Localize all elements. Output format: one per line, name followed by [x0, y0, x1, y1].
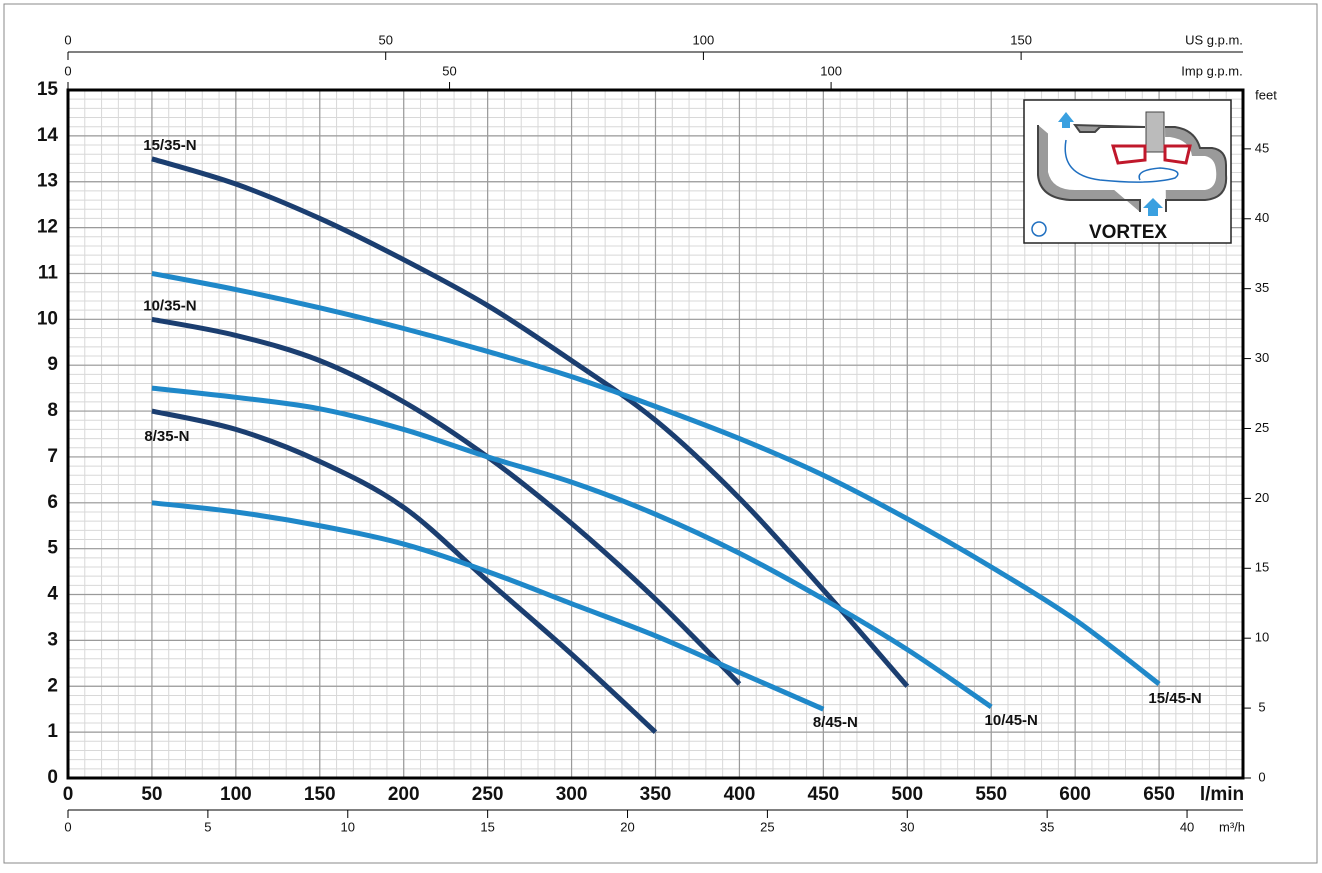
y-tick-label: 10 — [37, 308, 58, 329]
x-tick-label: 600 — [1059, 784, 1091, 805]
y-tick-label: 11 — [38, 262, 59, 283]
y-tick-label: 5 — [47, 538, 58, 559]
y-tick-label: 7 — [47, 446, 58, 467]
logo — [1031, 221, 1047, 237]
curve-label: 8/35-N — [144, 428, 189, 445]
x-tick-label: 50 — [141, 784, 162, 805]
x-tick-label: 650 — [1143, 784, 1175, 805]
flow-line — [1064, 139, 1179, 183]
y-tick-label: 3 — [47, 629, 58, 650]
y2-tick-label: 30 — [1255, 350, 1269, 365]
y2-tick-label: 25 — [1255, 420, 1269, 435]
y-tick-label: 12 — [37, 217, 58, 238]
curve — [151, 316, 742, 686]
y-tick-label: 15 — [37, 79, 59, 100]
x-tick-label: 150 — [304, 784, 336, 805]
secondary-tick-label: 35 — [1040, 819, 1054, 834]
y-tick-label: 2 — [47, 675, 58, 696]
y-tick-label: 1 — [47, 721, 58, 742]
plot-frame — [66, 88, 1245, 780]
y-tick-label: 8 — [47, 400, 58, 421]
curve-label: 10/45-N — [985, 712, 1038, 729]
secondary-tick-label: 10 — [341, 819, 355, 834]
x-tick-label: 200 — [388, 784, 420, 805]
curve — [151, 271, 1161, 686]
curve-label: 15/35-N — [143, 137, 196, 154]
secondary-tick-label: 0 — [64, 63, 71, 78]
y2-tick-label: 20 — [1255, 490, 1269, 505]
curve-label: 10/35-N — [143, 297, 196, 314]
y2-tick-label: 10 — [1255, 630, 1269, 645]
x-tick-label: 0 — [63, 784, 74, 805]
outer-frame — [3, 3, 1318, 864]
axes: 0 50 100 150 200 250 300 350 400 450 500 550 600 650 l… — [37, 32, 1277, 834]
inlet-arrow — [1143, 198, 1163, 216]
y2-tick-label: 0 — [1258, 769, 1265, 784]
y-tick-label: 6 — [47, 492, 58, 513]
x-tick-label: 450 — [808, 784, 840, 805]
x-tick-label: 100 — [220, 784, 252, 805]
secondary-axis-label: m³/h — [1219, 819, 1245, 834]
y2-tick-label: 35 — [1255, 280, 1269, 295]
grid — [67, 89, 1243, 779]
secondary-tick-label: 0 — [64, 819, 71, 834]
x-tick-label: 550 — [975, 784, 1007, 805]
y2-tick-label: 45 — [1255, 140, 1269, 155]
secondary-tick-label: 100 — [693, 32, 715, 47]
x-tick-label: 400 — [724, 784, 756, 805]
x-axis-label: l/min — [1200, 784, 1244, 805]
secondary-tick-label: 30 — [900, 819, 914, 834]
secondary-tick-label: 15 — [480, 819, 494, 834]
inset-label: VORTEX — [1089, 222, 1167, 243]
secondary-tick-label: 0 — [64, 32, 71, 47]
y2-axis-label: feet — [1255, 87, 1277, 102]
y-tick-label: 9 — [47, 354, 58, 375]
shaft — [1145, 111, 1165, 153]
curve — [151, 385, 993, 709]
y2-tick-label: 40 — [1255, 210, 1269, 225]
x-tick-label: 500 — [891, 784, 923, 805]
secondary-tick-label: 50 — [378, 32, 392, 47]
secondary-tick-label: 5 — [204, 819, 211, 834]
y-tick-label: 0 — [47, 767, 58, 788]
curve — [151, 500, 825, 712]
curve — [151, 156, 910, 688]
curve-label: 15/45-N — [1148, 690, 1201, 707]
curves: 15/35-N 10/35-N 8/35-N 8/45-N 10/45-N 15/45-N — [143, 137, 1202, 734]
y-tick-label: 4 — [47, 584, 58, 605]
x-tick-label: 350 — [640, 784, 672, 805]
y2-tick-label: 5 — [1258, 700, 1265, 715]
secondary-tick-label: 20 — [620, 819, 634, 834]
x-tick-label: 250 — [472, 784, 504, 805]
secondary-tick-label: 50 — [442, 63, 456, 78]
secondary-tick-label: 150 — [1010, 32, 1032, 47]
secondary-tick-label: 25 — [760, 819, 774, 834]
curve — [151, 408, 658, 734]
curve-label: 8/45-N — [813, 714, 858, 731]
y-tick-label: 13 — [37, 171, 58, 192]
secondary-tick-label: 40 — [1180, 819, 1194, 834]
y-tick-label: 14 — [37, 125, 59, 146]
secondary-tick-label: 100 — [820, 63, 842, 78]
secondary-axis-label: US g.p.m. — [1185, 32, 1243, 47]
secondary-axis-label: Imp g.p.m. — [1181, 63, 1242, 78]
x-tick-label: 300 — [556, 784, 588, 805]
outlet-arrow — [1058, 112, 1074, 128]
y2-tick-label: 15 — [1255, 560, 1269, 575]
impeller — [1110, 144, 1192, 165]
inset: VORTEX — [1023, 99, 1232, 244]
